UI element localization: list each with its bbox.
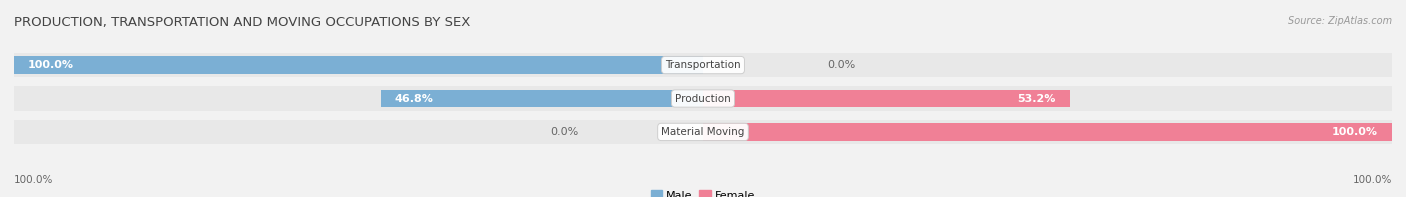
Text: 100.0%: 100.0% bbox=[1353, 175, 1392, 185]
Text: 46.8%: 46.8% bbox=[394, 94, 433, 103]
Bar bbox=[703, 90, 1070, 107]
Text: Material Moving: Material Moving bbox=[661, 127, 745, 137]
Text: 0.0%: 0.0% bbox=[827, 60, 855, 70]
Text: Transportation: Transportation bbox=[665, 60, 741, 70]
Legend: Male, Female: Male, Female bbox=[647, 186, 759, 197]
Bar bbox=[14, 86, 1392, 111]
Bar bbox=[14, 120, 1392, 144]
Text: PRODUCTION, TRANSPORTATION AND MOVING OCCUPATIONS BY SEX: PRODUCTION, TRANSPORTATION AND MOVING OC… bbox=[14, 16, 471, 29]
Text: 0.0%: 0.0% bbox=[551, 127, 579, 137]
Text: 100.0%: 100.0% bbox=[14, 175, 53, 185]
Bar bbox=[14, 53, 1392, 77]
Text: Production: Production bbox=[675, 94, 731, 103]
Text: 53.2%: 53.2% bbox=[1018, 94, 1056, 103]
Bar bbox=[703, 123, 1392, 141]
Bar bbox=[14, 56, 703, 74]
Text: 100.0%: 100.0% bbox=[28, 60, 75, 70]
Bar bbox=[381, 90, 703, 107]
Text: 100.0%: 100.0% bbox=[1331, 127, 1378, 137]
Text: Source: ZipAtlas.com: Source: ZipAtlas.com bbox=[1288, 16, 1392, 26]
